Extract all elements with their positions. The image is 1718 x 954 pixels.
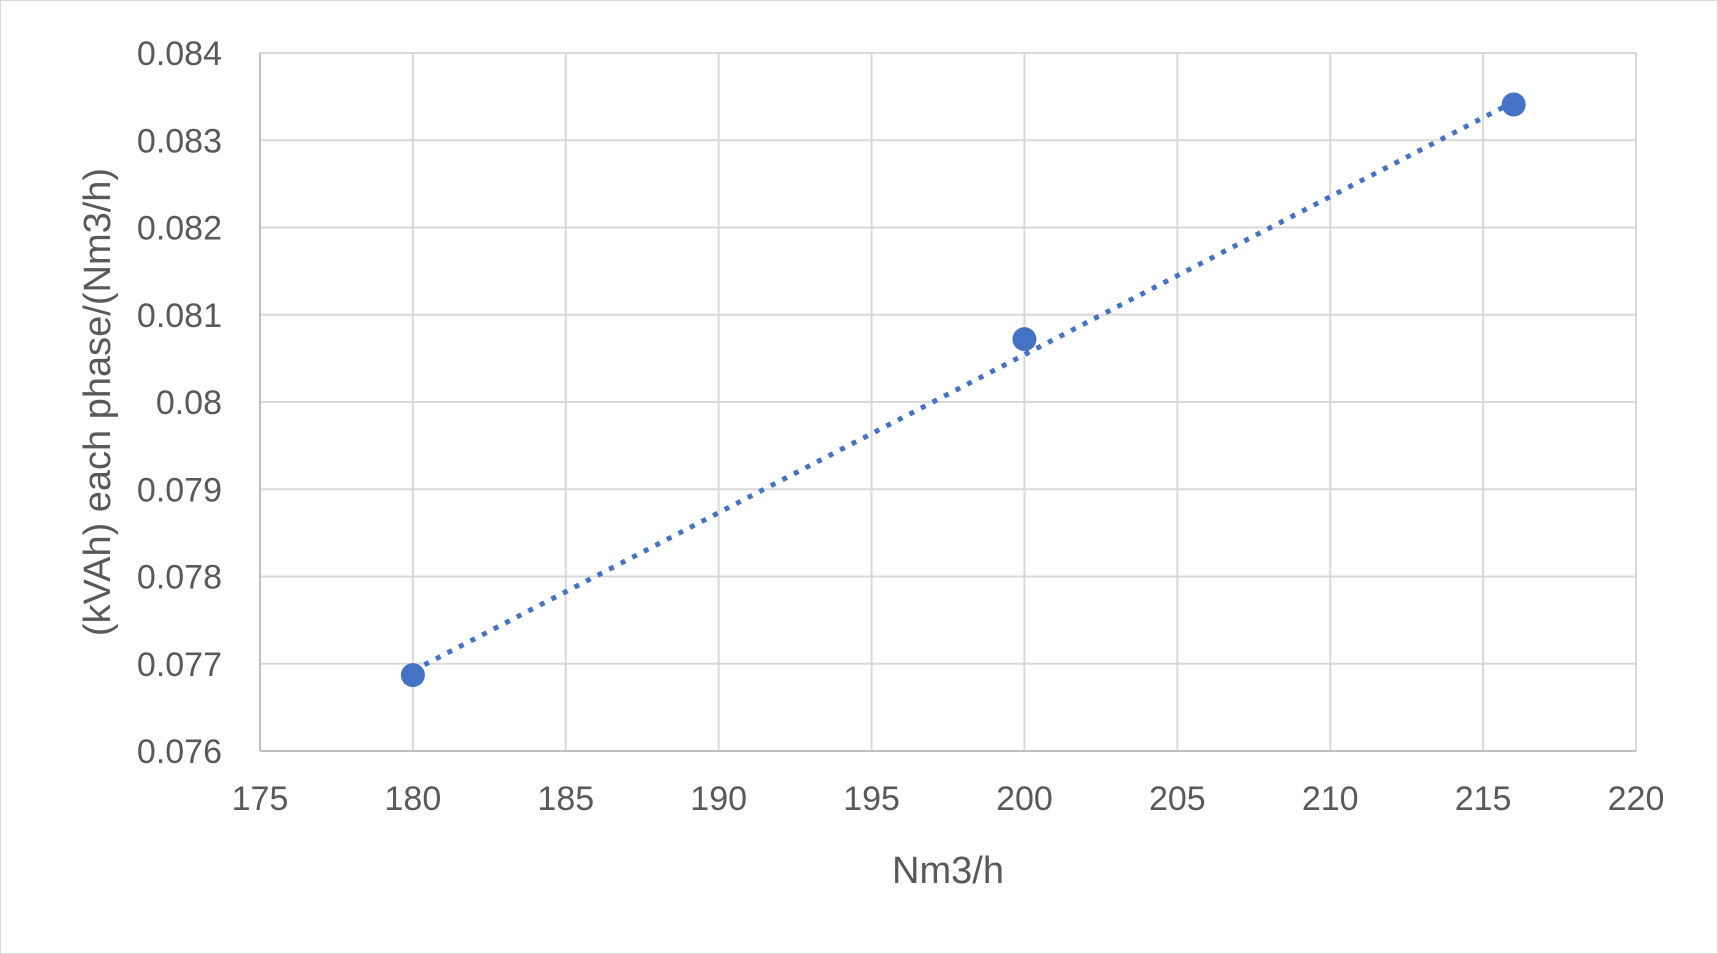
axes — [259, 53, 1636, 752]
y-tick-label: 0.081 — [137, 297, 222, 335]
y-tick-label: 0.077 — [137, 646, 222, 684]
data-point — [400, 663, 425, 688]
x-tick-label: 210 — [1302, 780, 1359, 818]
y-tick-label: 0.083 — [137, 122, 222, 160]
trendline — [411, 99, 1515, 673]
gridlines — [260, 52, 1637, 751]
data-points — [400, 92, 1526, 688]
y-tick-label: 0.082 — [137, 210, 222, 248]
y-axis-title: (kVAh) each phase/(Nm3/h) — [77, 168, 119, 636]
x-axis-title: Nm3/h — [892, 850, 1004, 892]
x-tick-label: 195 — [843, 780, 900, 818]
trendline-group — [411, 99, 1515, 673]
y-tick-label: 0.084 — [137, 35, 222, 73]
y-tick-label: 0.08 — [156, 384, 222, 422]
x-tick-label: 215 — [1455, 780, 1512, 818]
y-axis-tick-labels: 0.084 0.083 0.082 0.081 0.08 0.079 0.078 0.077 0… — [137, 35, 222, 771]
x-tick-label: 190 — [690, 780, 747, 818]
x-axis-tick-labels: 175 180 185 190 195 200 205 210 215 220 — [232, 780, 1665, 818]
x-tick-label: 175 — [232, 780, 289, 818]
x-tick-label: 200 — [996, 780, 1053, 818]
y-tick-label: 0.079 — [137, 471, 222, 509]
x-tick-label: 185 — [537, 780, 594, 818]
data-point — [1012, 327, 1037, 352]
x-tick-label: 180 — [385, 780, 442, 818]
x-tick-label: 205 — [1149, 780, 1206, 818]
y-tick-label: 0.076 — [137, 733, 222, 771]
data-point — [1501, 92, 1526, 117]
x-tick-label: 220 — [1608, 780, 1665, 818]
y-tick-label: 0.078 — [137, 559, 222, 597]
